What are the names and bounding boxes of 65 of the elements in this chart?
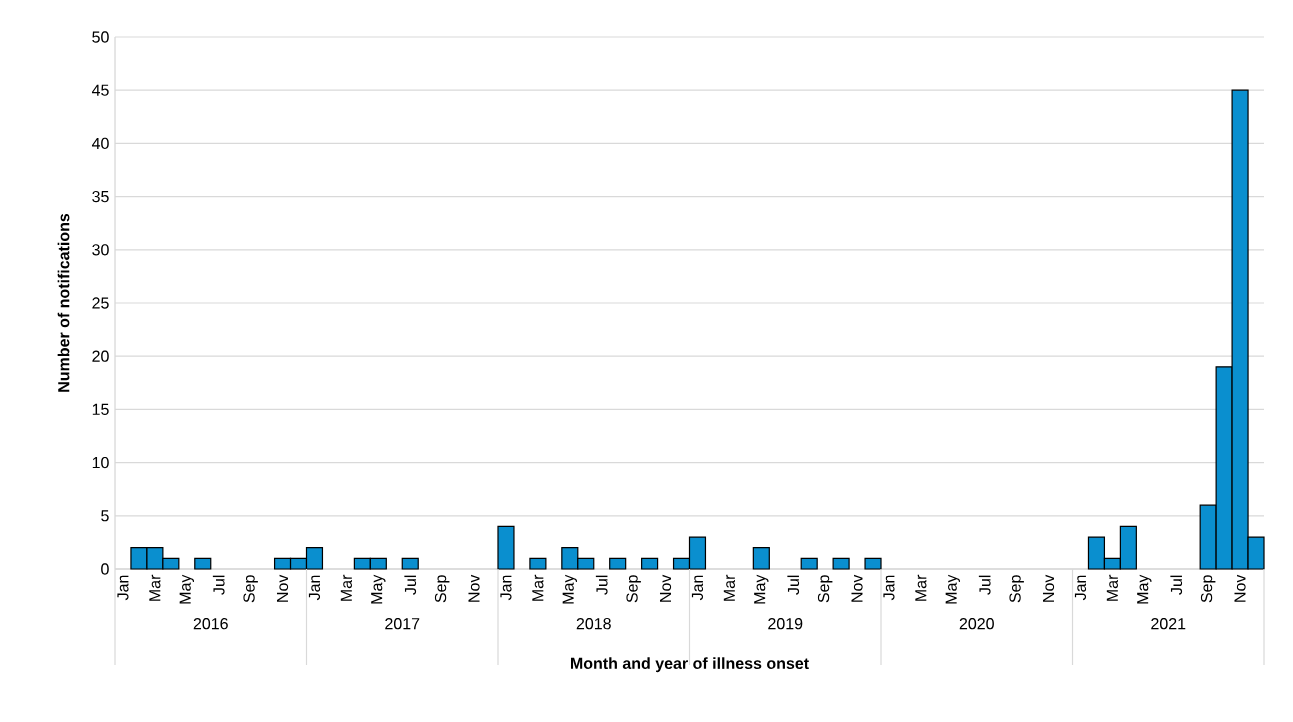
bar (864, 557, 882, 570)
x-tick-label: Mar (149, 574, 161, 601)
text: 2017 (385, 618, 420, 630)
y-tick-label: 15 (92, 403, 109, 415)
x-tick-label: May (179, 574, 194, 604)
x-tick-label: Sep (1009, 575, 1024, 603)
x-tick-label: Sep (434, 575, 450, 603)
x-tick-label: May (945, 574, 960, 604)
x-tick-label: Jan (1074, 575, 1087, 601)
y-tick-label: 40 (91, 137, 109, 150)
x-tick-label: Mar (915, 574, 927, 601)
x-tick-label: Jul (212, 575, 225, 595)
x-tick-label: Sep (626, 575, 641, 603)
x-tick-label: Nov (1042, 574, 1055, 602)
x-tick-label: Jul (978, 575, 991, 595)
bar (641, 557, 659, 570)
x-tick-label: Jan (883, 575, 895, 601)
x-tick-label: Mar (340, 574, 352, 601)
x-tick-label: Jul (1170, 575, 1183, 595)
bar (752, 547, 770, 570)
x-tick-label: Nov (468, 574, 480, 602)
text: 2021 (1151, 618, 1186, 630)
x-tick-label: Sep (243, 575, 258, 603)
bar (401, 557, 419, 570)
text: 2020 (959, 618, 994, 630)
y-tick-label: 45 (91, 84, 109, 96)
bar (529, 557, 547, 570)
x-tick-label: Jul (595, 575, 608, 595)
x-tick-label: Sep (1200, 575, 1216, 603)
y-tick-label: 50 (92, 31, 109, 43)
x-tick-label: Nov (1234, 574, 1246, 602)
y-tick-label: 0 (101, 563, 109, 575)
y-tick-label: 20 (92, 350, 109, 362)
x-tick-label: May (1137, 574, 1152, 604)
x-tick-label: May (562, 574, 577, 604)
y-tick-label: 5 (101, 510, 109, 522)
x-tick-label: Nov (851, 574, 863, 602)
y-tick-label: 35 (92, 190, 109, 203)
y-tick-label: 25 (92, 297, 109, 309)
x-tick-label: Mar (1106, 574, 1118, 601)
x-tick-label: Jan (117, 575, 129, 601)
y-tick-label: 30 (92, 244, 109, 256)
x-tick-label: Mar (532, 574, 544, 601)
bar (194, 557, 212, 570)
x-tick-label: Jul (404, 575, 417, 595)
bar (832, 557, 850, 570)
x-tick-label: Sep (817, 575, 833, 603)
bar (800, 557, 818, 570)
text: 2016 (193, 618, 228, 630)
x-tick-label: Nov (659, 574, 672, 602)
x-axis-title: Month and year of illness onset (570, 657, 809, 673)
y-tick-label: 10 (92, 456, 109, 469)
x-tick-label: Jan (691, 575, 704, 601)
y-axis-title: Number of notifications (57, 213, 70, 392)
x-tick-label: Jul (787, 575, 800, 595)
bar (497, 525, 515, 570)
x-tick-label: Nov (276, 574, 289, 602)
x-tick-label: May (754, 574, 769, 604)
text: 2019 (768, 618, 803, 630)
x-tick-label: May (371, 574, 386, 604)
bar (609, 557, 627, 570)
text: 2018 (576, 618, 611, 630)
x-tick-label: Jan (500, 575, 512, 601)
x-tick-label: Jan (308, 575, 321, 601)
x-tick-label: Mar (723, 574, 735, 601)
